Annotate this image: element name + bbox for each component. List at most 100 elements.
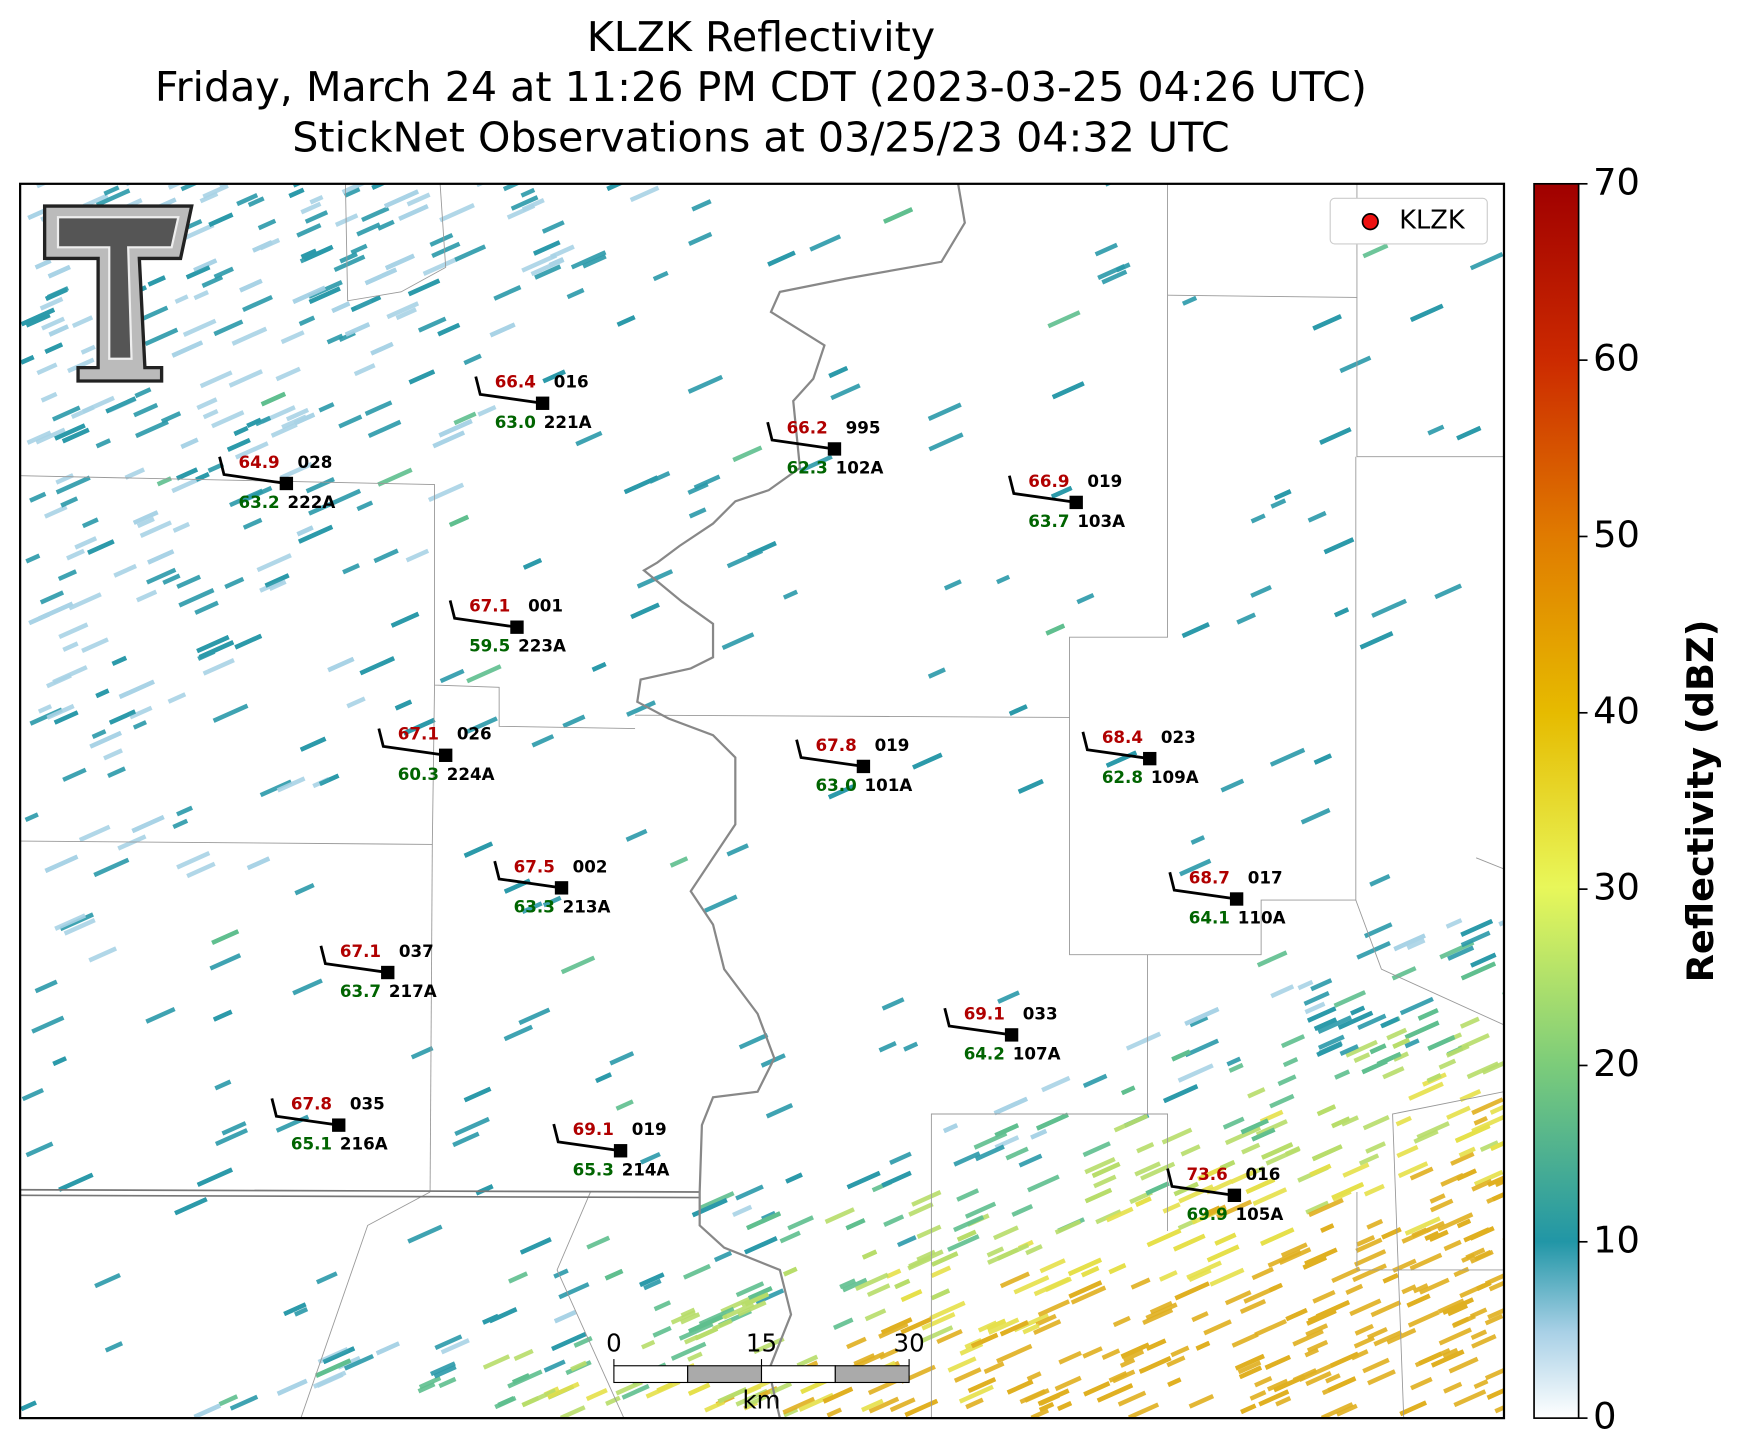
radar-echo — [371, 183, 387, 190]
radar-echo — [1313, 1017, 1338, 1031]
radar-echo — [1305, 1200, 1330, 1215]
radar-echo — [91, 729, 107, 739]
temperature: 67.1 — [469, 596, 510, 616]
radar-echo — [1036, 1112, 1069, 1131]
radar-echo — [541, 220, 565, 234]
radar-echo — [994, 1135, 1020, 1150]
radar-echo — [463, 841, 494, 858]
radar-echo — [996, 574, 1011, 585]
radar-echo — [20, 355, 35, 365]
dewpoint: 64.1 — [1189, 908, 1230, 928]
radar-echo — [1327, 1376, 1357, 1393]
radar-echo — [57, 569, 77, 582]
radar-echo — [1171, 1049, 1191, 1062]
scale-label: 0 — [606, 1329, 622, 1358]
radar-echo — [1280, 1034, 1306, 1049]
radar-echo — [315, 1358, 352, 1378]
radar-echo — [521, 1395, 540, 1408]
radar-echo — [1282, 1057, 1299, 1068]
radar-echo — [1353, 1335, 1375, 1349]
radar-echo — [440, 1338, 470, 1355]
radar-echo — [1409, 1166, 1434, 1181]
radar-echo — [1406, 1293, 1431, 1308]
radar-echo — [907, 1256, 932, 1271]
radar-echo — [1254, 1376, 1273, 1388]
radar-echo — [144, 327, 179, 346]
radar-echo — [785, 1172, 803, 1184]
radar-echo — [134, 387, 152, 399]
radar-echo — [1453, 1389, 1487, 1408]
radar-echo — [136, 516, 155, 529]
radar-echo — [1469, 1249, 1494, 1264]
radar-echo — [47, 264, 71, 279]
radar-echo — [570, 1360, 588, 1372]
radar-echo — [1401, 1284, 1417, 1295]
station-id: 102A — [836, 457, 884, 477]
radar-echo — [1097, 264, 1126, 280]
radar-echo — [373, 548, 399, 564]
radar-echo — [40, 391, 58, 403]
radar-echo — [1313, 753, 1332, 765]
radar-echo — [1037, 1299, 1070, 1317]
radar-echo — [334, 213, 359, 227]
radar-echo — [270, 422, 298, 438]
radar-echo — [256, 553, 292, 573]
scale-bar: 0 15 30 km — [606, 1329, 925, 1415]
radar-echo — [293, 1307, 309, 1317]
radar-echo — [1101, 269, 1128, 285]
radar-echo — [212, 703, 249, 723]
radar-echo — [52, 1056, 67, 1066]
radar-echo — [956, 1229, 977, 1242]
station-marker — [1227, 1188, 1242, 1203]
radar-echo — [1082, 1073, 1108, 1088]
radar-echo — [377, 219, 395, 231]
radar-echo — [1095, 1209, 1122, 1225]
radar-echo — [987, 1247, 1019, 1265]
radar-echo — [853, 1353, 876, 1367]
radar-echo — [958, 1384, 994, 1404]
dewpoint: 63.2 — [238, 492, 279, 512]
radar-echo — [129, 705, 153, 720]
radar-echo — [477, 404, 497, 417]
radar-echo — [1178, 1184, 1214, 1204]
radar-echo — [606, 183, 625, 191]
radar-echo — [652, 270, 669, 282]
radar-echo — [1307, 510, 1327, 523]
radar-echo — [947, 1356, 977, 1373]
dewpoint: 69.9 — [1186, 1204, 1227, 1224]
wind-barb — [448, 600, 518, 629]
radar-echo — [178, 588, 215, 608]
radar-echo — [131, 814, 165, 834]
radar-echo — [394, 699, 413, 711]
radar-echo — [735, 1281, 765, 1298]
radar-echo — [252, 240, 273, 253]
radar-echo — [1353, 1249, 1387, 1267]
radar-echo — [911, 1190, 942, 1207]
pressure: 019 — [632, 1119, 667, 1139]
radar-echo — [1336, 1403, 1358, 1417]
station-id: 107A — [1013, 1043, 1061, 1063]
radar-echo — [63, 918, 96, 936]
station-marker — [1229, 892, 1244, 906]
radar-echo — [322, 1346, 356, 1365]
legend: KLZK — [1329, 197, 1488, 245]
radar-echo — [1231, 1332, 1259, 1348]
radar-echo — [1425, 1220, 1446, 1233]
radar-echo — [927, 402, 962, 421]
radar-echo — [78, 824, 111, 843]
radar-echo — [1486, 1388, 1504, 1400]
radar-echo — [242, 294, 273, 313]
radar-echo — [87, 539, 115, 555]
radar-echo — [136, 589, 158, 603]
radar-echo — [1399, 1400, 1427, 1417]
radar-echo — [46, 673, 72, 689]
radar-echo — [1404, 1020, 1440, 1040]
radar-echo — [921, 1312, 956, 1331]
station-marker — [535, 396, 550, 410]
station-id: 110A — [1238, 908, 1286, 928]
scale-segment — [760, 1365, 836, 1384]
radar-echo — [1349, 1298, 1382, 1317]
radar-echo — [987, 1317, 1020, 1335]
radar-echo — [1084, 1187, 1113, 1204]
radar-echo — [417, 316, 447, 333]
